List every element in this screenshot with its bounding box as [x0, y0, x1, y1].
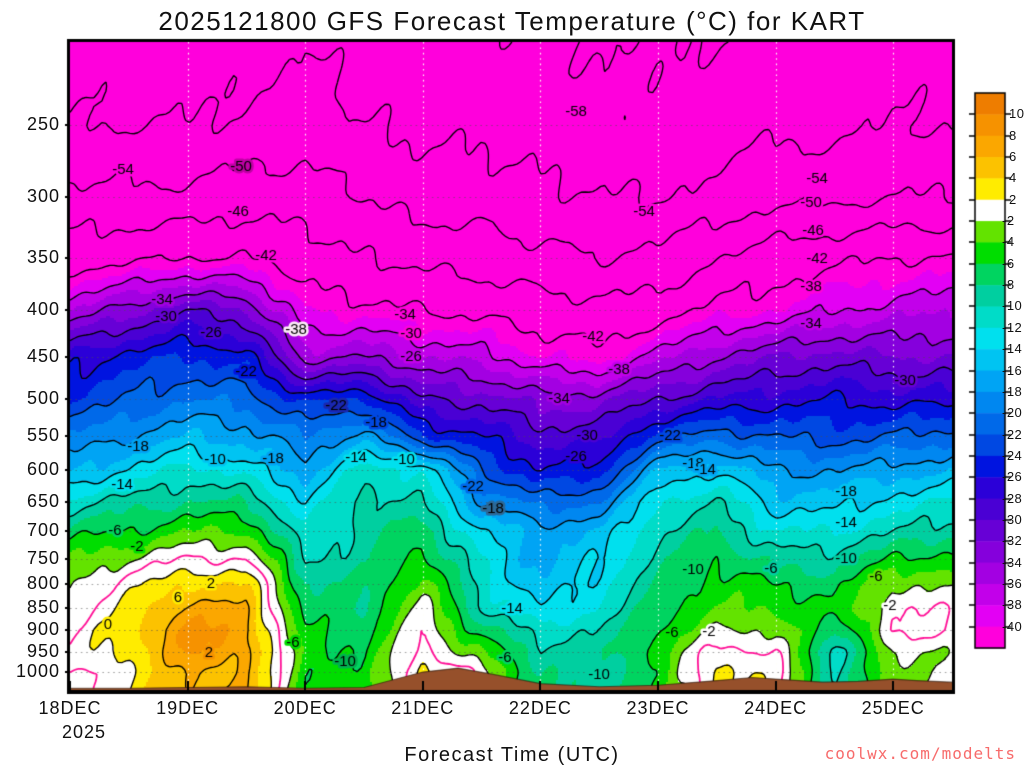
- colorbar-tick-label: -20: [1002, 405, 1023, 421]
- colorbar-tick-label: -36: [1002, 575, 1023, 591]
- colorbar-tick-label: -16: [1002, 362, 1023, 378]
- y-tick-label: 500: [26, 387, 60, 408]
- x-tick-label: 22DEC: [508, 698, 572, 718]
- y-tick-label: 1000: [15, 661, 60, 682]
- colorbar-tick-label: 4: [1009, 170, 1017, 186]
- colorbar-tick-label: -34: [1002, 554, 1023, 570]
- watermark-text: coolwx.com/modelts: [824, 744, 1016, 763]
- colorbar-tick-label: 6: [1009, 149, 1017, 165]
- x-tick-label: 18DEC: [38, 698, 102, 718]
- colorbar-tick-label: -10: [1002, 298, 1023, 314]
- y-tick-label: 250: [26, 114, 60, 134]
- colorbar-tick-label: 8: [1009, 127, 1017, 143]
- colorbar-tick-label: -14: [1002, 341, 1023, 357]
- colorbar-tick-label: 2: [1009, 191, 1017, 207]
- x-tick-label: 20DEC: [273, 698, 337, 718]
- colorbar-tick-label: -40: [1002, 618, 1023, 634]
- y-tick-label: 550: [26, 425, 60, 446]
- colorbar-tick-label: -4: [1002, 234, 1015, 250]
- x-tick-label: 23DEC: [626, 698, 690, 718]
- y-tick-label: 300: [26, 185, 60, 206]
- y-tick-label: 650: [26, 491, 60, 512]
- colorbar-tick-label: -26: [1002, 469, 1023, 485]
- x-axis-title: Forecast Time (UTC): [404, 744, 620, 766]
- x-tick-label: 19DEC: [156, 698, 220, 718]
- page-title: 2025121800 GFS Forecast Temperature (°C)…: [158, 6, 866, 36]
- y-tick-label: 350: [26, 246, 60, 267]
- colorbar-tick-label: 10: [1009, 106, 1024, 122]
- y-tick-label: 850: [26, 596, 60, 617]
- x-tick-label: 21DEC: [391, 698, 455, 718]
- x-tick-label: 24DEC: [744, 698, 808, 718]
- x-tick-label: 25DEC: [861, 698, 925, 718]
- colorbar-tick-label: -24: [1002, 447, 1023, 463]
- y-tick-label: 900: [26, 619, 60, 640]
- y-tick-label: 450: [26, 345, 60, 366]
- colorbar-tick-label: -18: [1002, 383, 1023, 399]
- colorbar-tick-label: -32: [1002, 533, 1023, 549]
- colorbar-tick-label: -30: [1002, 511, 1023, 527]
- colorbar-tick-label: -22: [1002, 426, 1023, 442]
- y-tick-label: 950: [26, 640, 60, 661]
- colorbar-tick-label: -28: [1002, 490, 1023, 506]
- y-tick-label: 750: [26, 547, 60, 568]
- y-tick-label: 400: [26, 299, 60, 320]
- colorbar-tick-label: -38: [1002, 597, 1023, 613]
- colorbar-tick-label: -2: [1002, 213, 1015, 229]
- colorbar-tick-label: -12: [1002, 319, 1023, 335]
- colorbar-tick-label: -6: [1002, 255, 1015, 271]
- x-axis-year-label: 2025: [61, 722, 107, 742]
- colorbar-tick-label: -8: [1002, 277, 1015, 293]
- y-tick-label: 800: [26, 572, 60, 593]
- y-tick-label: 600: [26, 459, 60, 480]
- y-tick-label: 700: [26, 520, 60, 541]
